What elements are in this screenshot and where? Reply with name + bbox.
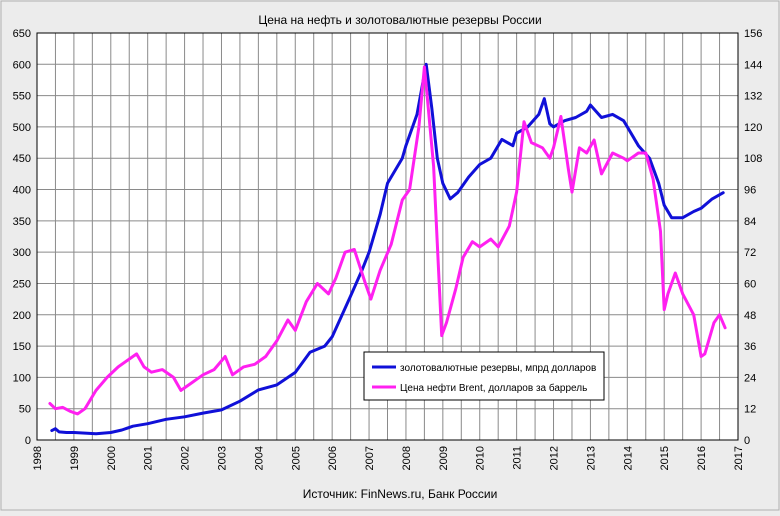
legend-label-1: золотовалютные резервы, мпрд долларов bbox=[400, 363, 596, 374]
y-left-tick-label: 350 bbox=[13, 216, 31, 228]
plot-area: 0 50 100 150 200 250 300 350 400 450 500 550 600 650 0… bbox=[13, 28, 763, 470]
x-tick-label: 2004 bbox=[253, 446, 265, 470]
x-tick-label: 2003 bbox=[216, 446, 228, 470]
y-left-tick-label: 650 bbox=[13, 28, 31, 40]
y-left-tick-label: 450 bbox=[13, 153, 31, 165]
y-right-tick-label: 12 bbox=[744, 404, 756, 416]
x-tick-label: 2017 bbox=[733, 446, 745, 470]
y-right-tick-label: 72 bbox=[744, 247, 756, 259]
x-tick-label: 1999 bbox=[69, 446, 81, 470]
y-right-tick-label: 84 bbox=[744, 216, 756, 228]
y-left-tick-label: 400 bbox=[13, 185, 31, 197]
x-tick-label: 2007 bbox=[364, 446, 376, 470]
plot-border bbox=[36, 32, 739, 441]
y-left-tick-label: 600 bbox=[13, 59, 31, 71]
x-tick-label: 2015 bbox=[659, 446, 671, 470]
y-left-tick-label: 200 bbox=[13, 310, 31, 322]
x-tick-label: 2001 bbox=[143, 446, 155, 470]
y-left-tick-label: 300 bbox=[13, 247, 31, 259]
x-tick-label: 2002 bbox=[180, 446, 192, 470]
y-right-tick-label: 108 bbox=[744, 153, 762, 165]
x-tick-label: 2016 bbox=[696, 446, 708, 470]
y-left-tick-label: 50 bbox=[19, 404, 31, 416]
y-left-tick-label: 500 bbox=[13, 122, 31, 134]
source-caption: Источник: FinNews.ru, Банк России bbox=[303, 487, 498, 501]
y-right-tick-label: 156 bbox=[744, 28, 762, 40]
y-right-tick-label: 36 bbox=[744, 341, 756, 353]
legend-box bbox=[363, 351, 605, 401]
legend: золотовалютные резервы, мпрд долларов Цен… bbox=[363, 351, 605, 401]
x-tick-label: 2013 bbox=[585, 446, 597, 470]
y-right-tick-label: 132 bbox=[744, 91, 762, 103]
x-tick-label: 2005 bbox=[290, 446, 302, 470]
series-line-2 bbox=[48, 65, 727, 416]
y-left-tick-label: 100 bbox=[13, 372, 31, 384]
y-left-tick-label: 0 bbox=[25, 435, 31, 447]
x-tick-label: 2006 bbox=[327, 446, 339, 470]
x-tick-label: 2000 bbox=[106, 446, 118, 470]
x-tick-label: 2009 bbox=[438, 446, 450, 470]
y-right-tick-label: 96 bbox=[744, 185, 756, 197]
y-left-tick-label: 250 bbox=[13, 278, 31, 290]
chart-title: Цена на нефть и золотовалютные резервы Р… bbox=[258, 13, 541, 27]
x-tick-label: 2014 bbox=[622, 446, 634, 470]
y-right-tick-label: 24 bbox=[744, 372, 756, 384]
y-right-tick-label: 0 bbox=[744, 435, 750, 447]
x-tick-label: 2011 bbox=[512, 446, 524, 470]
x-tick-label: 2010 bbox=[475, 446, 487, 470]
y-right-tick-label: 144 bbox=[744, 59, 762, 71]
x-tick-label: 2008 bbox=[401, 446, 413, 470]
y-left-tick-label: 550 bbox=[13, 91, 31, 103]
x-tick-label: 2012 bbox=[549, 446, 561, 470]
y-right-tick-label: 120 bbox=[744, 122, 762, 134]
y-right-tick-label: 60 bbox=[744, 278, 756, 290]
y-right-tick-label: 48 bbox=[744, 310, 756, 322]
y-left-tick-label: 150 bbox=[13, 341, 31, 353]
x-tick-label: 1998 bbox=[32, 446, 44, 470]
legend-label-2: Цена нефти Brent, долларов за баррель bbox=[400, 382, 587, 394]
series-line-1 bbox=[50, 62, 725, 436]
